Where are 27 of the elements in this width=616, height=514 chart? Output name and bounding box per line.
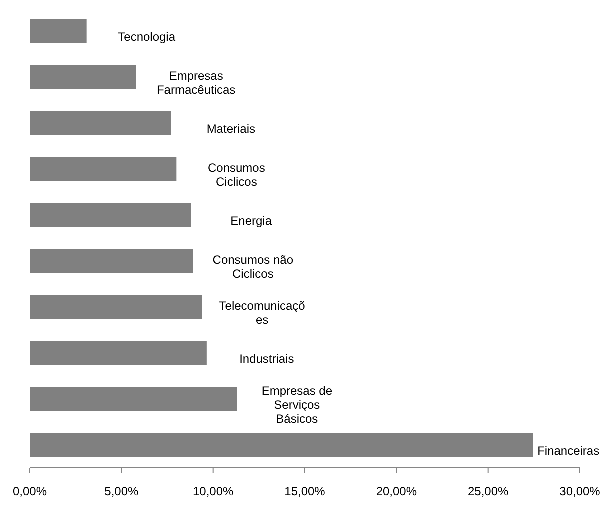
y-tick-label: Materiais [206,122,256,136]
y-tick-label: Empresas de Serviços Básicos [262,384,333,426]
x-tick-label: 10,00% [192,484,234,499]
y-tick-label: Financeiras [538,444,600,458]
x-tick-label: 15,00% [284,484,326,499]
bar [30,157,177,181]
bar [30,111,172,135]
y-tick-label: Telecomunicações [219,299,306,327]
bar [30,295,202,319]
y-tick-label: Energia [230,214,272,228]
bar [30,341,207,365]
x-tick-label: 5,00% [104,484,140,499]
bar [30,203,192,227]
x-tick-label: 30,00% [560,484,601,499]
x-tick-label: 20,00% [376,484,418,499]
y-tick-label: Consumos Ciclicos [208,161,266,189]
bar [30,387,238,411]
bar [30,433,534,457]
y-tick-label: Tecnologia [118,30,176,44]
x-tick-label: 25,00% [468,484,510,499]
bar [30,249,194,273]
x-tick-label: 0,00% [12,484,48,499]
bar [30,19,87,43]
y-tick-label: Consumos não Ciclicos [212,253,294,281]
bar [30,65,136,89]
y-tick-label: Empresas Farmacêuticas [156,69,236,97]
y-tick-label: Industriais [240,352,294,366]
